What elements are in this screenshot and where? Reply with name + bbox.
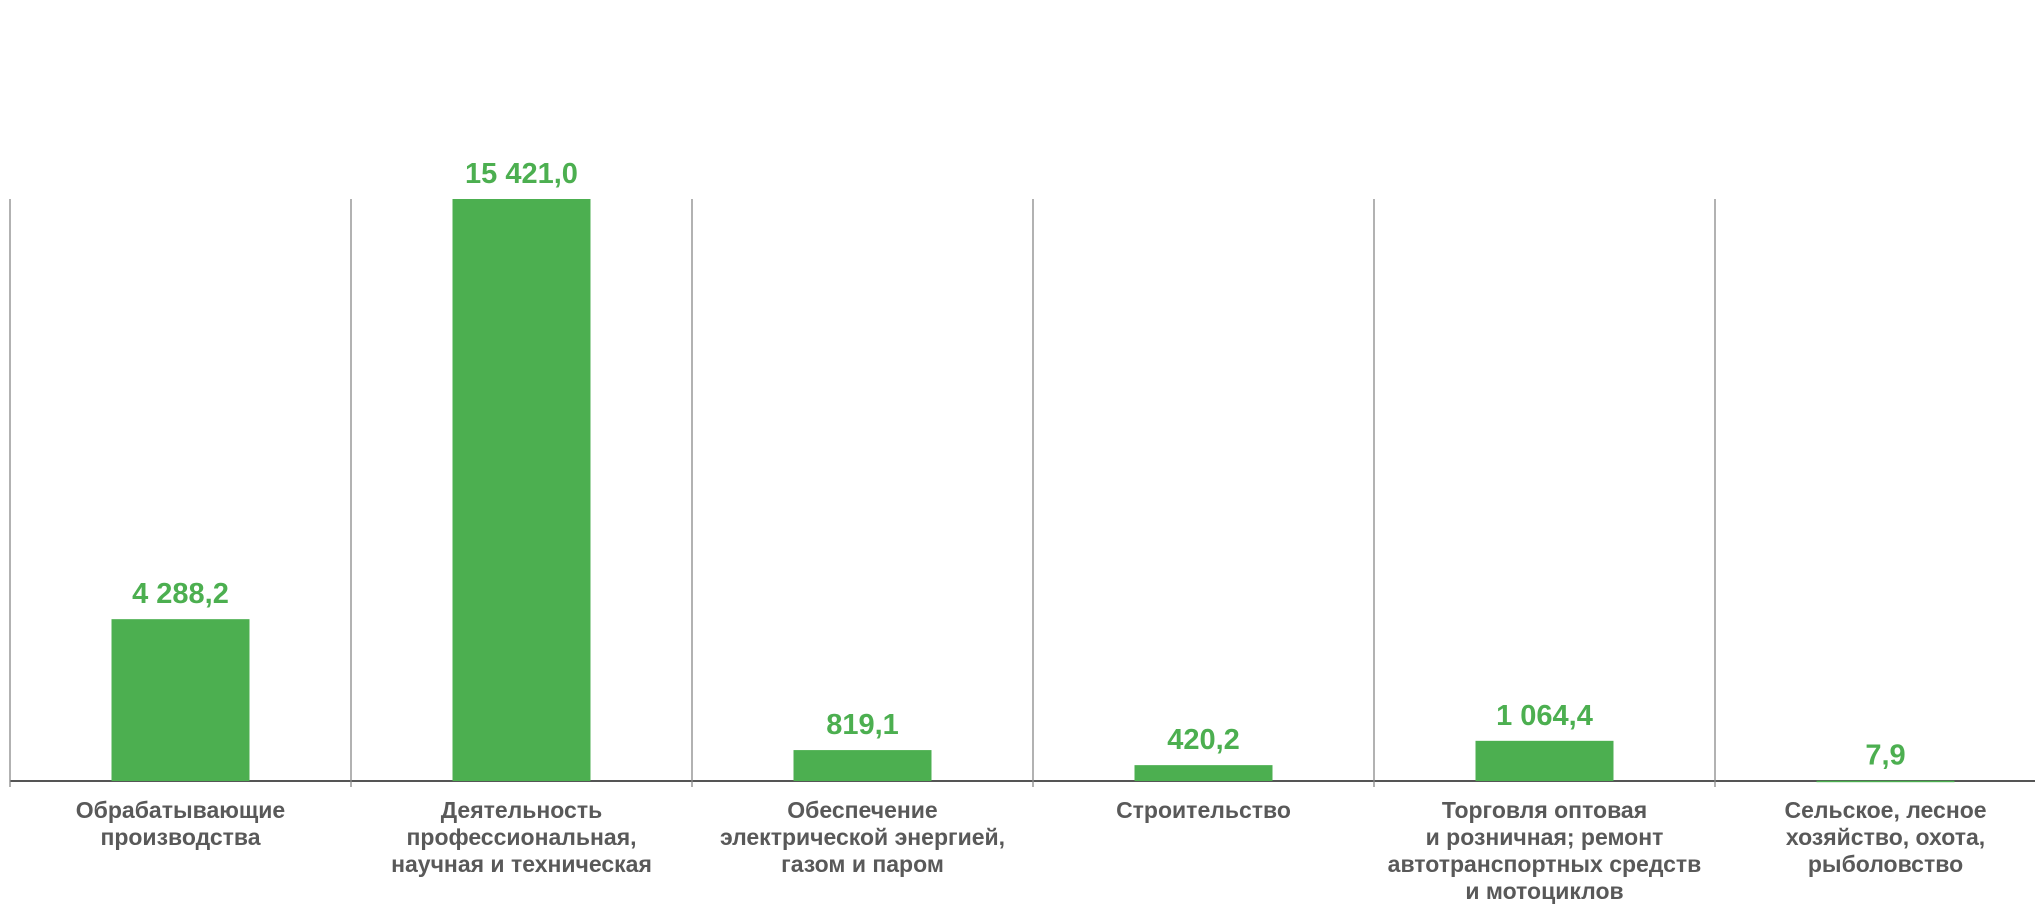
value-label: 15 421,0 — [465, 158, 578, 190]
value-label: 7,9 — [1865, 740, 1905, 772]
value-label: 420,2 — [1167, 724, 1240, 756]
bar — [1817, 781, 1955, 783]
category-label: Строительство — [1039, 797, 1369, 824]
bar — [1476, 741, 1614, 781]
category-label: Обрабатывающие производства — [16, 797, 346, 851]
category-label: Деятельность профессиональная, научная и… — [357, 797, 687, 878]
category-label: Торговля оптовая и розничная; ремонт авт… — [1380, 797, 1710, 905]
value-label: 819,1 — [826, 709, 899, 741]
category-label: Обеспечение электрической энергией, газо… — [698, 797, 1028, 878]
value-label: 1 064,4 — [1496, 700, 1593, 732]
bar — [453, 199, 591, 781]
bar — [1135, 765, 1273, 781]
category-label: Сельское, лесное хозяйство, охота, рыбол… — [1721, 797, 2035, 878]
chart: 4 288,2 15 421,0 819,1 420,2 1 064,4 7,9 — [0, 0, 2035, 904]
page: 4 288,215 421,0819,1420,21 064,47,9 (() … — [0, 0, 2035, 904]
bar — [794, 750, 932, 781]
bar — [112, 619, 250, 781]
value-label: 4 288,2 — [132, 578, 229, 610]
